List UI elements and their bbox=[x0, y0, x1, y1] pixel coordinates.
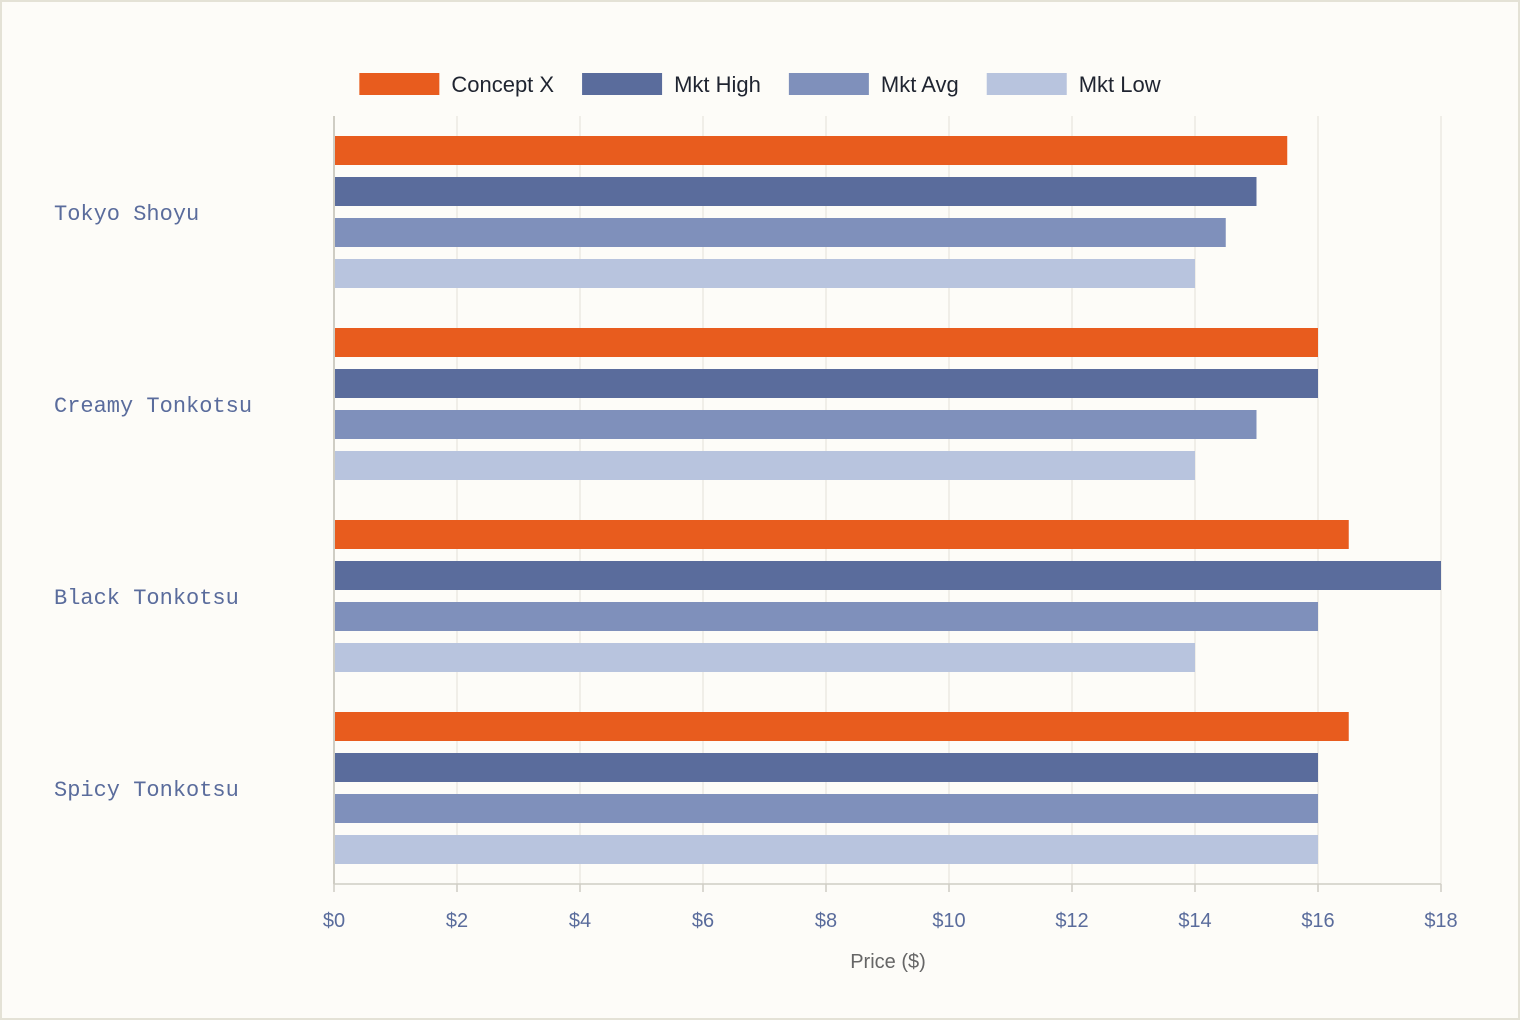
x-tick-labels: $0 $2 $4 $6 $8 $10 $12 $14 $16 $18 bbox=[323, 910, 1458, 932]
category-label-spicy-tonkotsu: Spicy Tonkotsu bbox=[54, 778, 239, 803]
bar-black-tonkotsu-mkt-high bbox=[335, 561, 1441, 590]
x-tick-label: $4 bbox=[569, 910, 591, 932]
legend-swatch-mkt-low bbox=[986, 73, 1067, 95]
bar-spicy-tonkotsu-mkt-low bbox=[335, 835, 1318, 864]
legend-label-mkt-avg: Mkt Avg bbox=[881, 72, 959, 97]
bar-tokyo-shoyu-concept-x bbox=[335, 136, 1288, 165]
bar-black-tonkotsu-mkt-low bbox=[335, 643, 1195, 672]
x-tick-label: $16 bbox=[1301, 910, 1334, 932]
category-labels: Tokyo Shoyu Creamy Tonkotsu Black Tonkotsu… bbox=[54, 202, 252, 803]
legend-label-concept-x: Concept X bbox=[451, 72, 554, 97]
axes bbox=[333, 116, 1442, 892]
legend-swatch-mkt-high bbox=[582, 73, 663, 95]
category-label-black-tonkotsu: Black Tonkotsu bbox=[54, 586, 239, 611]
x-tick-label: $14 bbox=[1178, 910, 1211, 932]
bar-tokyo-shoyu-mkt-avg bbox=[335, 218, 1226, 247]
category-label-tokyo-shoyu: Tokyo Shoyu bbox=[54, 202, 199, 227]
bar-black-tonkotsu-mkt-avg bbox=[335, 602, 1318, 631]
legend-label-mkt-high: Mkt High bbox=[674, 72, 761, 97]
x-tick-label: $2 bbox=[446, 910, 468, 932]
bar-tokyo-shoyu-mkt-low bbox=[335, 259, 1195, 288]
legend: Concept X Mkt High Mkt Avg Mkt Low bbox=[359, 72, 1161, 97]
x-tick-label: $8 bbox=[815, 910, 837, 932]
category-label-creamy-tonkotsu: Creamy Tonkotsu bbox=[54, 394, 252, 419]
x-tick-label: $18 bbox=[1424, 910, 1457, 932]
bar-spicy-tonkotsu-mkt-high bbox=[335, 753, 1318, 782]
bar-tokyo-shoyu-mkt-high bbox=[335, 177, 1257, 206]
bar-creamy-tonkotsu-mkt-high bbox=[335, 369, 1318, 398]
bar-creamy-tonkotsu-mkt-low bbox=[335, 451, 1195, 480]
x-tick-label: $10 bbox=[932, 910, 965, 932]
legend-swatch-mkt-avg bbox=[788, 73, 869, 95]
x-tick-label: $12 bbox=[1055, 910, 1088, 932]
x-tick-label: $0 bbox=[323, 910, 345, 932]
x-tick-label: $6 bbox=[692, 910, 714, 932]
bar-creamy-tonkotsu-concept-x bbox=[335, 328, 1318, 357]
legend-label-mkt-low: Mkt Low bbox=[1079, 72, 1161, 97]
bar-black-tonkotsu-concept-x bbox=[335, 520, 1349, 549]
bar-creamy-tonkotsu-mkt-avg bbox=[335, 410, 1257, 439]
legend-swatch-concept-x bbox=[359, 73, 440, 95]
bar-spicy-tonkotsu-mkt-avg bbox=[335, 794, 1318, 823]
bar-spicy-tonkotsu-concept-x bbox=[335, 712, 1349, 741]
bars bbox=[335, 136, 1441, 864]
x-axis-title: Price ($) bbox=[850, 951, 926, 973]
